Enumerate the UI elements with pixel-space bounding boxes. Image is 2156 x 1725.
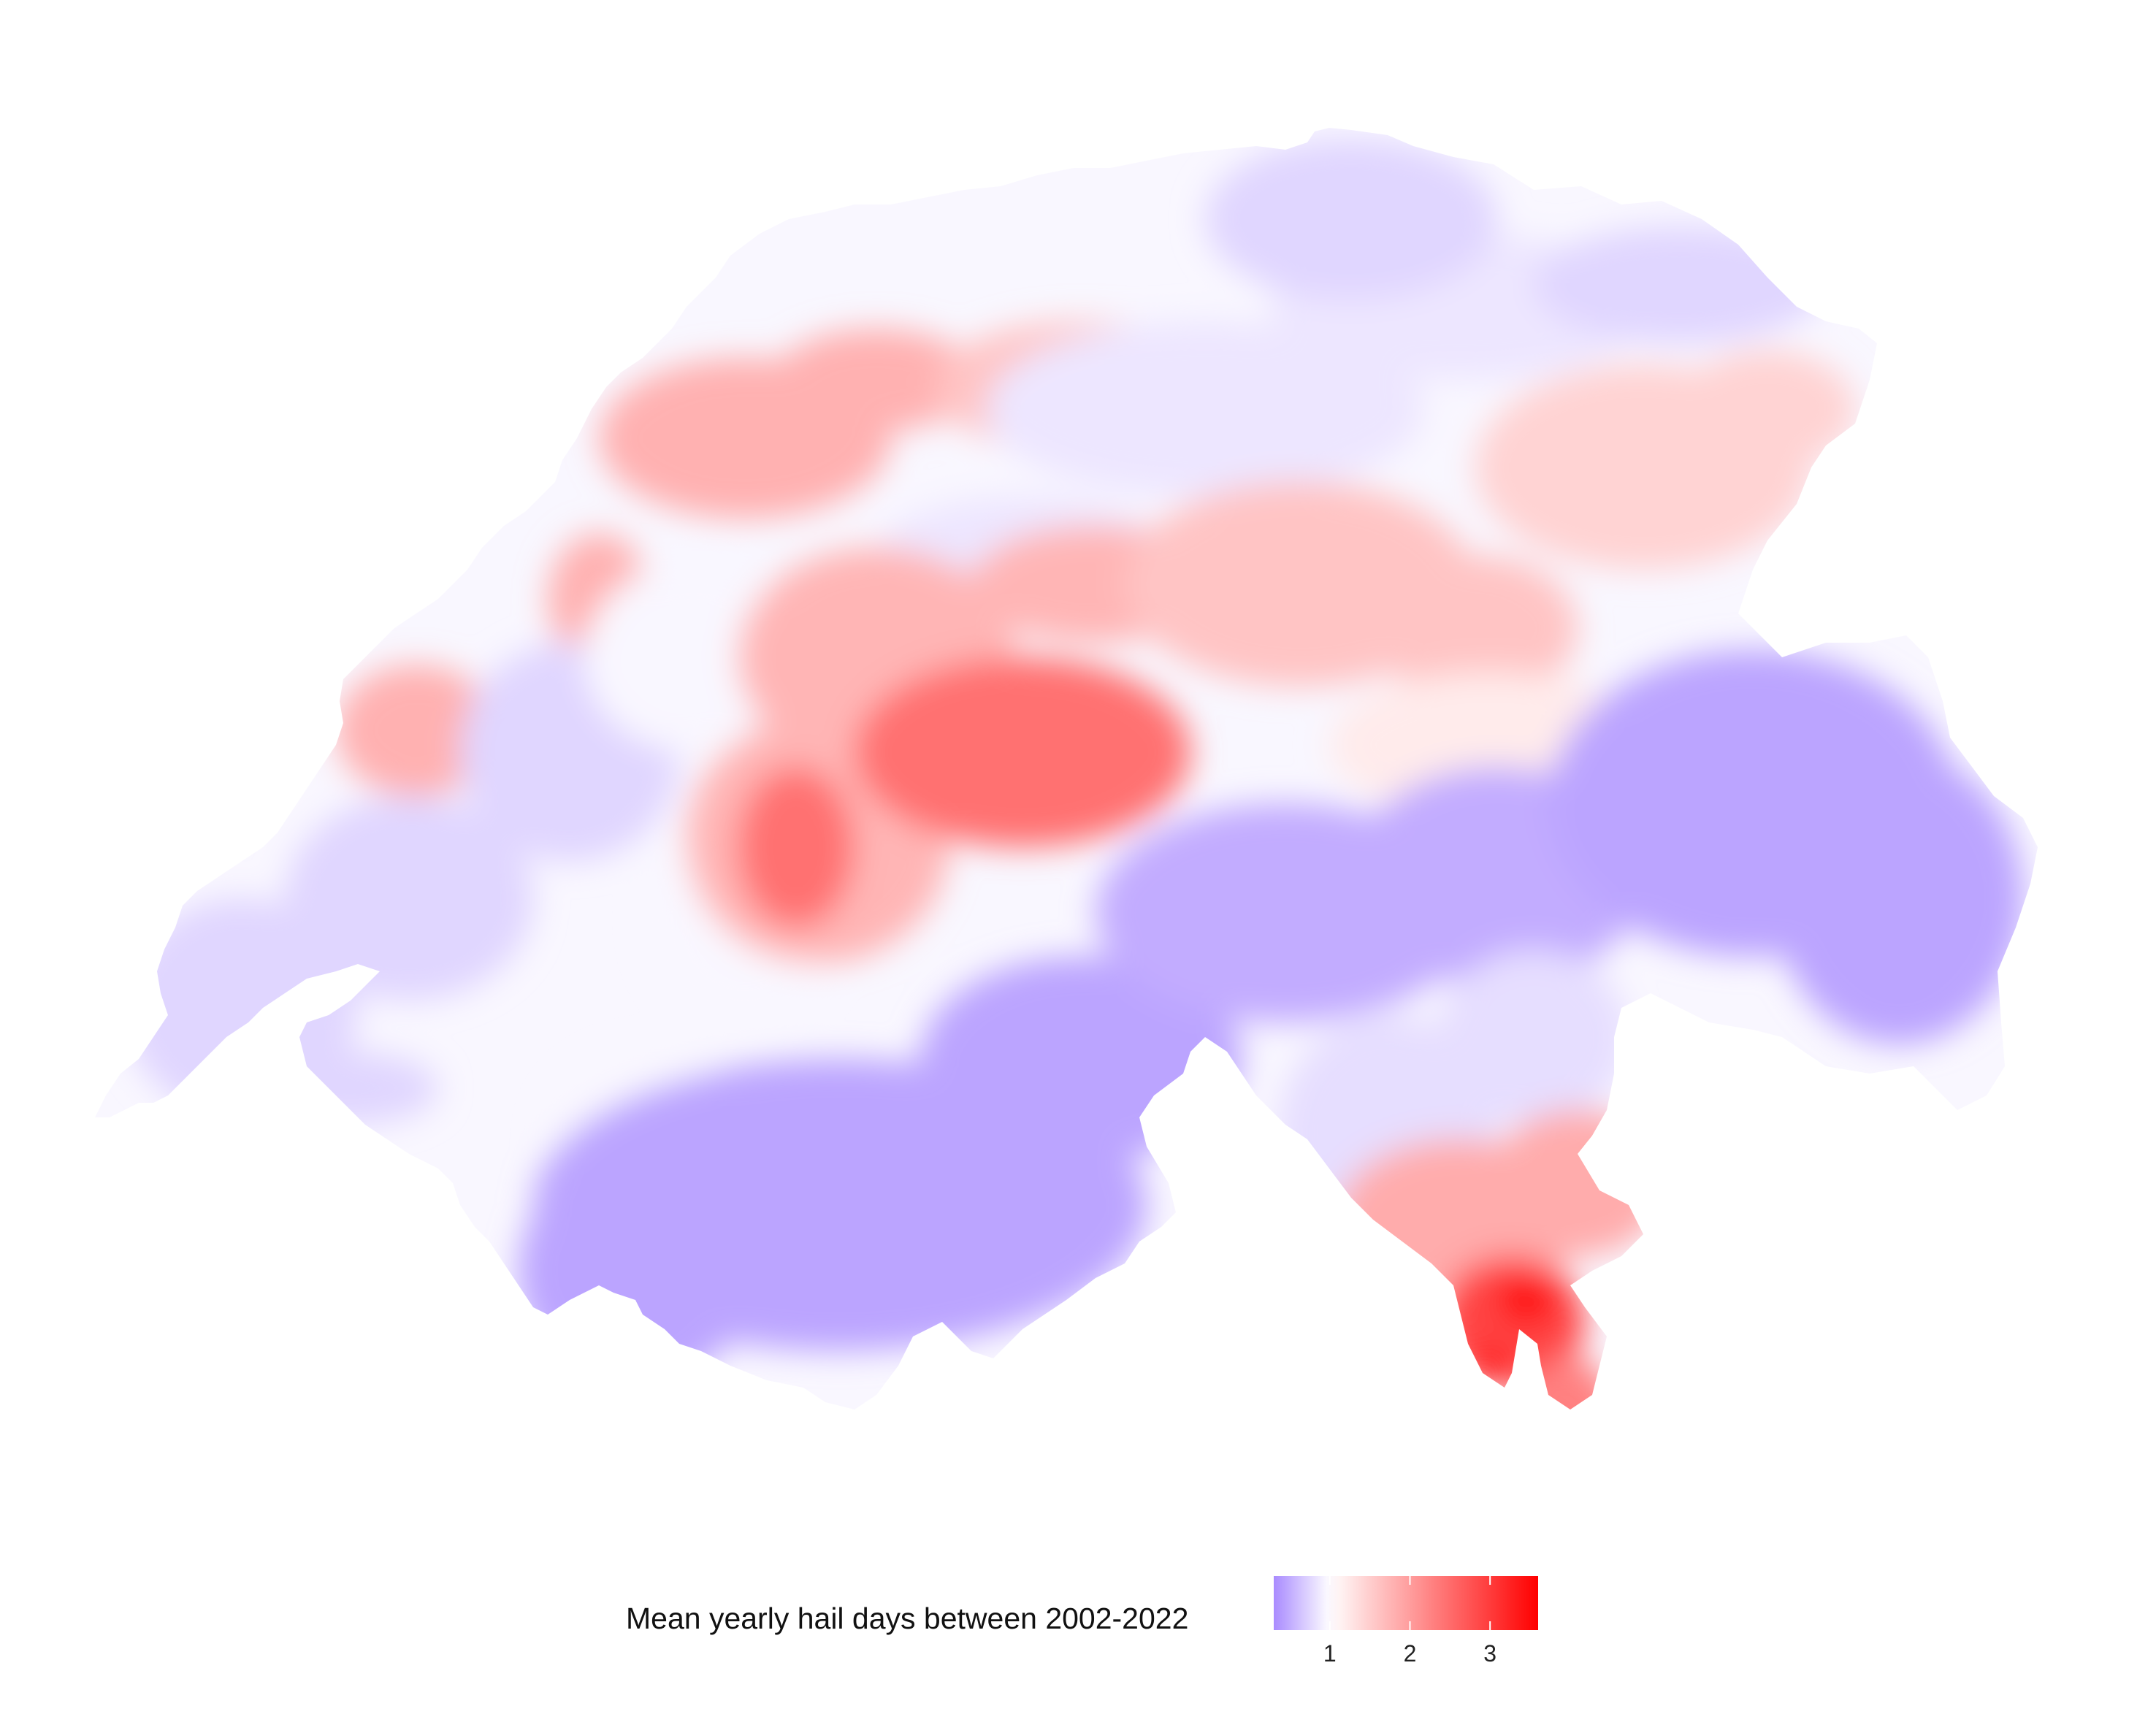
- region-ticino-hotspot: [1468, 1347, 1512, 1384]
- legend-tick-label: 2: [1403, 1640, 1417, 1667]
- region-jura-north: [336, 665, 497, 796]
- legend-gradient: [1274, 1576, 1538, 1630]
- region-geneva-vaud-plateau: [285, 796, 533, 1001]
- region-mendrisiotto: [1515, 1358, 1618, 1410]
- region-lucerne-napf: [855, 657, 1190, 847]
- region-schaffhausen-thurgau: [1205, 139, 1497, 299]
- region-valais: [519, 1154, 752, 1388]
- region-st-gallen-appenzell: [1680, 351, 1855, 467]
- region-schaffhausen-thurgau: [1534, 226, 1826, 343]
- legend-tick-label: 1: [1323, 1640, 1337, 1667]
- region-central-east: [1373, 555, 1578, 701]
- map-canvas: [124, 139, 2023, 1410]
- choropleth-map: [124, 139, 2023, 1410]
- region-geneva-vaud-plateau: [263, 1052, 438, 1125]
- legend: [0, 1563, 2156, 1709]
- region-jura-north: [774, 329, 979, 431]
- region-ticino-sopraceneri: [1490, 1110, 1665, 1256]
- legend-colorbar: [1274, 1576, 1538, 1630]
- region-aargau-zurich: [986, 321, 1424, 497]
- region-ticino-hotspot: [1497, 1274, 1556, 1326]
- region-lucerne-napf: [738, 767, 855, 927]
- region-ticino-north: [1439, 949, 1629, 1125]
- region-fribourg-bern-west: [584, 562, 803, 752]
- region-grisons-east: [1775, 752, 2023, 1044]
- legend-tick-label: 3: [1483, 1640, 1497, 1667]
- legend-title: Mean yearly hail days between 2002-2022: [626, 1602, 1189, 1635]
- switzerland-outline: [124, 139, 2023, 1410]
